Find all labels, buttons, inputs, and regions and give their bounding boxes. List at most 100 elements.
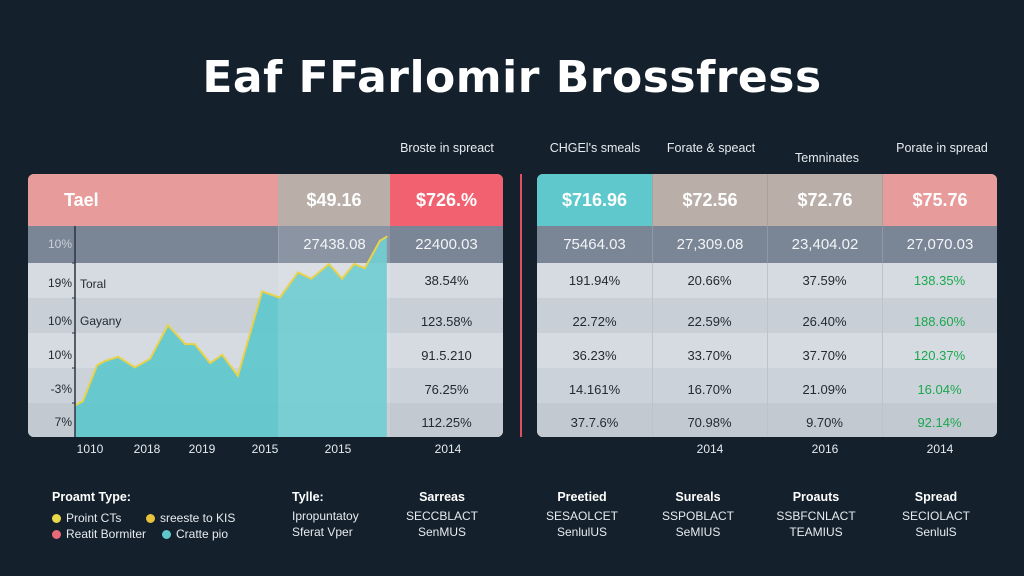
column-header-2: Forate & speact [666, 141, 756, 155]
left-row2-value1: 27438.08 [278, 226, 390, 263]
data-point [167, 324, 169, 326]
column-year: 2014 [696, 442, 724, 456]
legend-title: Sureals [675, 490, 721, 504]
data-point [237, 375, 239, 377]
legend-title: Proamt Type: [52, 490, 131, 504]
data-point [328, 263, 330, 265]
column-header-4: Porate in spread [896, 141, 988, 155]
table-cell: 26.40% [802, 314, 847, 329]
legend-group: Sureals SSPOBLACT SeMIUS [643, 490, 753, 539]
legend-line: SenMUS [417, 525, 467, 539]
left-column-header: Broste in spreact [400, 141, 494, 155]
legend-item[interactable]: Cratte pio [162, 527, 228, 541]
left-header-value2: $726.% [390, 174, 503, 226]
highlight-band [278, 226, 390, 437]
data-point [82, 400, 84, 402]
table-cell: 37.7.6% [570, 415, 619, 430]
legend-line: SeMIUS [675, 525, 721, 539]
column-sub-value: 23,404.02 [767, 226, 882, 263]
table-cell: 70.98% [687, 415, 732, 430]
data-point [209, 362, 211, 364]
legend-title: Sarreas [419, 490, 465, 504]
data-point [386, 235, 388, 238]
column-sub-value: 27,309.08 [652, 226, 767, 263]
left-value: 76.25% [424, 382, 469, 397]
data-point [184, 343, 187, 345]
data-point [104, 360, 106, 362]
left-value: 91.5.210 [421, 348, 472, 363]
area-fill [75, 236, 387, 437]
table-cell: 22.59% [687, 314, 732, 329]
dot-icon [146, 514, 155, 523]
area-chart [72, 226, 390, 437]
x-label: 2019 [188, 442, 216, 456]
data-point [353, 263, 355, 265]
table-cell: 36.23% [572, 348, 617, 363]
column-year: 2016 [811, 442, 839, 456]
data-point [149, 358, 151, 360]
column-top-value: $716.96 [537, 174, 652, 226]
legend-line: SECIOLACT [901, 509, 970, 523]
left-value: 112.25% [421, 415, 472, 430]
left-row2-value2: 22400.03 [390, 226, 503, 263]
table-cell: 37.59% [802, 273, 847, 288]
legend-group: Sarreas SECCBLACT SenMUS [387, 490, 497, 539]
page-title: Eaf FFarlomir Brossfress [202, 52, 822, 103]
data-point [134, 366, 136, 369]
table-cell: 92.14% [917, 415, 962, 430]
column-sub-value: 75464.03 [537, 226, 652, 263]
table-cell: 33.70% [687, 348, 732, 363]
table-cell: 14.161% [568, 382, 621, 397]
legend-group: Tylle: Ipropuntatoy Sferat Vper [292, 490, 382, 539]
legend-line: SESAOLCET [545, 509, 619, 523]
dot-icon [52, 514, 61, 523]
y-label: -3% [50, 382, 72, 396]
legend-line: SenlulS [915, 525, 957, 539]
table-cell: 16.70% [687, 382, 732, 397]
table-cell: 16.04% [917, 382, 962, 397]
column-top-value: $75.76 [882, 174, 997, 226]
table-cell: 37.70% [802, 348, 847, 363]
y-label: 10% [47, 314, 72, 328]
data-point [278, 296, 281, 299]
legend-line: TEAMIUS [789, 525, 843, 539]
y-label: 7% [54, 415, 72, 429]
data-point [379, 239, 381, 242]
column-top-value: $72.76 [767, 174, 882, 226]
legend-title: Tylle: [292, 490, 324, 504]
left-value: 123.58% [420, 314, 473, 329]
legend-group: Spread SECIOLACT SenlulS [881, 490, 991, 539]
x-label: 2018 [133, 442, 161, 456]
data-point [341, 277, 343, 280]
legend-line: Sferat Vper [292, 525, 353, 539]
table-cell: 138.35% [913, 273, 966, 288]
legend-line: SECCBLACT [405, 509, 479, 523]
table-cell: 22.72% [572, 314, 617, 329]
column-header-1: CHGEl's smeals [549, 141, 641, 155]
table-cell: 188.60% [913, 314, 966, 329]
legend-group: Proauts SSBFCNLACT TEAMIUS [761, 490, 871, 539]
data-point [310, 277, 313, 280]
divider [520, 174, 522, 437]
series-label-total: Toral [80, 277, 107, 291]
legend-item[interactable]: Proint CTs [52, 511, 121, 525]
table-cell: 21.09% [802, 382, 847, 397]
x-label: 2014 [434, 442, 462, 456]
column-header-3: Temninates [795, 151, 859, 165]
legend-item[interactable]: Reatit Bormiter [52, 527, 146, 541]
data-point [96, 364, 98, 367]
table-cell: 20.66% [687, 273, 732, 288]
table-cell: 120.37% [913, 348, 966, 363]
dot-icon [52, 530, 61, 539]
left-header-value1: $49.16 [278, 174, 390, 226]
legend-line: Ipropuntatoy [292, 509, 359, 523]
left-value: 38.54% [424, 273, 469, 288]
legend-prompt-type: Proamt Type: Proint CTs sreeste to KIS R… [52, 490, 235, 541]
data-point [221, 353, 223, 356]
legend-line: SSPOBLACT [661, 509, 735, 523]
column-year: 2014 [926, 442, 954, 456]
data-point [117, 356, 119, 358]
data-point [364, 267, 366, 269]
data-point [297, 271, 299, 274]
legend-item[interactable]: sreeste to KIS [146, 511, 235, 525]
